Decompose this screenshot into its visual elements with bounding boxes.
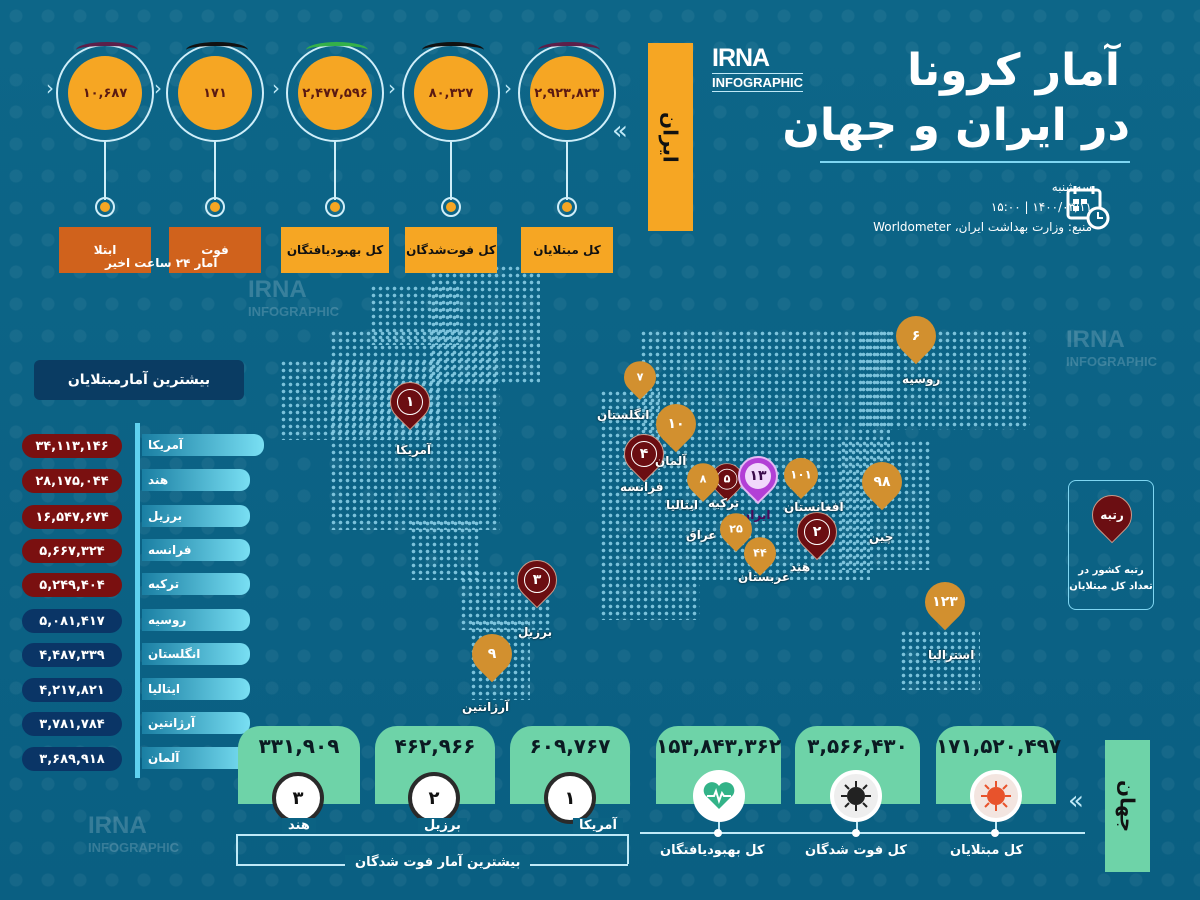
- top-deaths-title: بیشترین آمار فوت شدگان: [345, 855, 531, 870]
- title-divider: [820, 161, 1130, 163]
- iran-stat-total-cases: ۲,۹۲۳,۸۲۳ کل مبتلایان: [518, 42, 616, 273]
- connector: [856, 822, 858, 832]
- watermark-logo: IRNA INFOGRAPHIC: [88, 812, 179, 855]
- frame-side: [236, 834, 238, 864]
- map-pin-russia[interactable]: ۶: [887, 307, 945, 368]
- rank-badge-2: ۲: [408, 772, 460, 824]
- iran-stat-daily-deaths: ۱۷۱ فوت: [166, 42, 264, 273]
- chevron-icon: ›: [388, 76, 396, 100]
- last-24h-label: آمار ۲۴ ساعت اخیر: [105, 256, 218, 270]
- world-total-recovered-label: کل بهبودیافتگان: [660, 843, 765, 858]
- map-pin-saudi[interactable]: ۴۴: [737, 530, 783, 579]
- chevrons-left-icon: «: [1068, 786, 1084, 816]
- list-divider: [135, 423, 140, 778]
- map-pin-brazil[interactable]: ۳: [508, 551, 566, 612]
- map-pin-uk[interactable]: ۷: [617, 354, 663, 403]
- map-pin-italy[interactable]: ۸: [680, 456, 726, 505]
- map-pin-usa[interactable]: ۱: [381, 373, 439, 434]
- map-pin-iraq[interactable]: ۲۵: [713, 506, 759, 555]
- source-label: منبع: وزارت بهداشت ایران، Worldometer: [873, 220, 1092, 234]
- world-section-banner: جهان: [1105, 740, 1150, 872]
- top-death-country-3: هند: [282, 818, 316, 833]
- map-pin-china[interactable]: ۹۸: [853, 453, 911, 514]
- world-stats-line: [640, 832, 1085, 834]
- world-total-cases-label: کل مبتلایان: [950, 843, 1024, 858]
- chevron-icon: ›: [504, 76, 512, 100]
- heart-pulse-icon: [693, 770, 745, 822]
- map-pin-argentina[interactable]: ۹: [463, 625, 521, 686]
- virus-black-icon: [830, 770, 882, 822]
- connector-dot: [991, 829, 999, 837]
- map-legend: رتبه رتبه کشور در تعداد کل مبتلایان: [1068, 480, 1154, 610]
- top-death-country-2: برزیل: [418, 818, 467, 833]
- map-pin-iran[interactable]: ۱۳: [729, 447, 787, 508]
- chevron-icon: ›: [154, 76, 162, 100]
- connector: [718, 822, 720, 832]
- rank-badge-1: ۱: [544, 772, 596, 824]
- world-total-deaths-label: کل فوت شدگان: [805, 843, 907, 858]
- chevrons-left-icon: «: [612, 116, 628, 146]
- watermark-logo: IRNA INFOGRAPHIC: [1066, 326, 1157, 369]
- connector-dot: [852, 829, 860, 837]
- irna-logo: IRNA INFOGRAPHIC: [712, 44, 803, 92]
- connector-dot: [714, 829, 722, 837]
- iran-stat-total-recovered: ۲,۴۷۷,۵۹۶ کل بهبودیافتگان: [281, 42, 389, 273]
- map-pin-germany[interactable]: ۱۰: [647, 395, 705, 456]
- map-pin-afghanistan[interactable]: ۱۰۱: [776, 450, 826, 502]
- calendar-clock-icon: [1066, 184, 1110, 236]
- map-pin-australia[interactable]: ۱۲۳: [916, 573, 974, 634]
- watermark-logo: IRNA INFOGRAPHIC: [248, 276, 339, 319]
- top-deaths-frame-top: [236, 834, 628, 836]
- map-pin-india[interactable]: ۲: [788, 503, 846, 564]
- page-title-line1: آمار کرونا: [907, 45, 1120, 96]
- top-cases-title: بیشترین آمارمبتلایان: [34, 360, 244, 400]
- virus-red-icon: [970, 770, 1022, 822]
- frame-side: [627, 834, 629, 864]
- top-death-country-1: آمریکا: [573, 818, 623, 833]
- chevron-icon: ›: [272, 76, 280, 100]
- rank-badge-3: ۳: [272, 772, 324, 824]
- chevron-icon: ›: [46, 76, 54, 100]
- top-death-card-2: ۴۶۲,۹۶۶: [375, 726, 495, 804]
- iran-stat-daily-cases: ۱۰,۶۸۷ ابتلا: [56, 42, 154, 273]
- iran-stat-total-deaths: ۸۰,۳۲۷ کل فوت‌شدگان: [402, 42, 500, 273]
- connector: [995, 822, 997, 832]
- map-pin-france[interactable]: ۴: [615, 425, 673, 486]
- page-title-line2: در ایران و جهان: [782, 100, 1130, 151]
- legend-pin-icon: رتبه: [1083, 486, 1141, 547]
- iran-section-banner: ایران: [648, 43, 693, 231]
